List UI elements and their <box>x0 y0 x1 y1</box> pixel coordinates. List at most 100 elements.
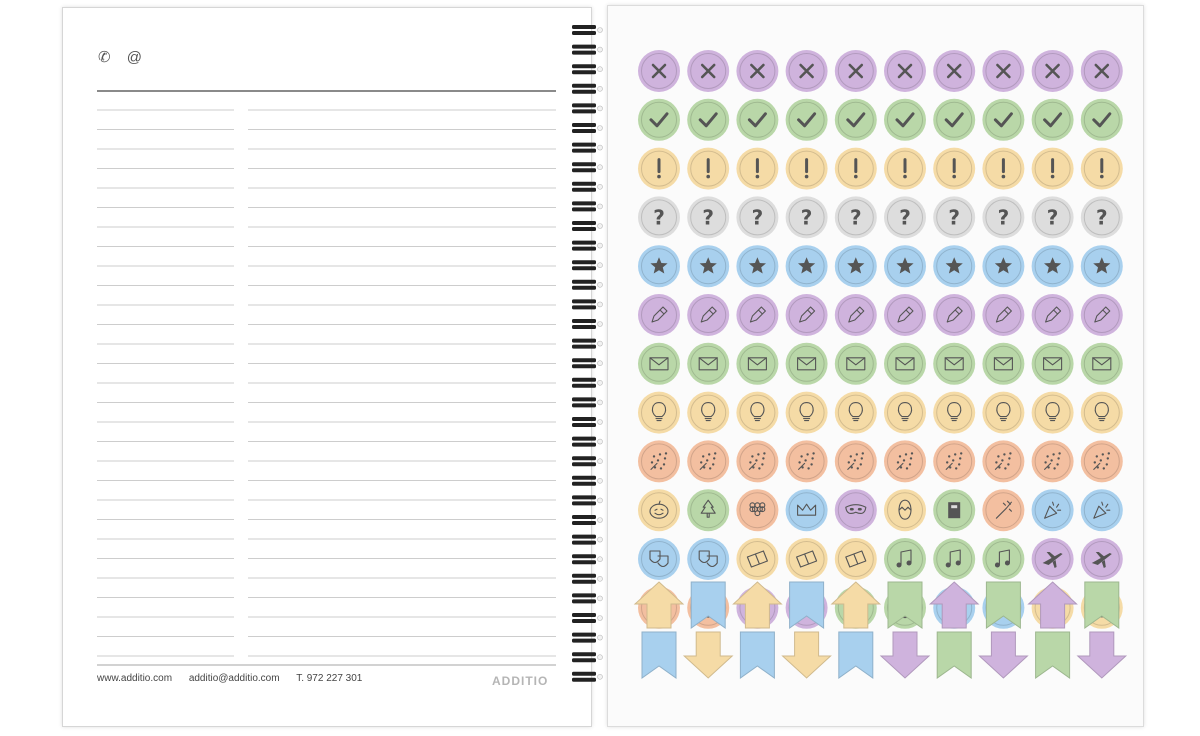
sticker-circle <box>1080 245 1123 288</box>
banner-flag <box>690 581 726 629</box>
exclamation-icon <box>903 158 907 179</box>
confetti-icon <box>1044 452 1061 470</box>
pencil-icon <box>1045 306 1062 323</box>
star-icon <box>798 257 816 274</box>
star-icon <box>699 257 717 274</box>
arrow-down-flag <box>781 631 832 679</box>
sticker-circle <box>933 147 976 190</box>
contact-icons: ✆ @ <box>98 48 148 66</box>
spiral-coil <box>572 593 603 604</box>
envelope-icon <box>1043 357 1063 371</box>
banner-flag <box>936 631 972 679</box>
sticker-circle <box>687 538 730 580</box>
sticker-circle <box>785 98 828 141</box>
sticker-circle <box>933 538 976 580</box>
sticker-circle <box>1080 391 1123 434</box>
sticker-circle <box>834 98 877 141</box>
question-icon: ? <box>653 205 665 229</box>
spiral-coil <box>572 417 603 427</box>
sticker-circle <box>736 391 779 434</box>
sticker-circle <box>834 245 877 288</box>
spiral-coil <box>572 123 603 133</box>
spiral-coil <box>572 358 603 369</box>
sticker-circle <box>884 342 926 385</box>
question-icon: ? <box>801 205 813 229</box>
sticker-circle <box>834 440 877 483</box>
theater-icon <box>698 550 718 568</box>
pencil-icon <box>848 306 865 323</box>
sticker-circle <box>687 440 730 483</box>
footer-website: www.additio.com <box>97 673 173 684</box>
sticker-circle <box>1031 440 1074 483</box>
sticker-circle <box>884 391 926 434</box>
sticker-circle <box>834 342 877 385</box>
check-icon <box>895 112 915 128</box>
svg-text:?: ? <box>1096 205 1108 229</box>
sticker-grid: ?????????? <box>638 50 1123 629</box>
sticker-circle <box>884 98 926 141</box>
confetti-icon <box>798 452 815 470</box>
sticker-circle <box>687 342 730 385</box>
sticker-circle <box>834 294 877 336</box>
sticker-circle: ? <box>1031 196 1074 239</box>
lightbulb-icon <box>651 402 667 422</box>
exclamation-icon <box>1001 158 1006 179</box>
svg-text:?: ? <box>653 205 665 229</box>
sticker-circle <box>785 294 828 336</box>
sticker-circle <box>785 440 828 483</box>
sticker-circle <box>982 440 1025 483</box>
spiral-coil <box>572 103 603 114</box>
sticker-circle <box>884 440 926 483</box>
x-icon <box>996 63 1011 79</box>
banner-flag <box>739 631 775 679</box>
plane-icon <box>1091 552 1112 568</box>
svg-text:?: ? <box>752 205 764 229</box>
svg-text:?: ? <box>702 205 714 229</box>
arrow-down-flag <box>682 631 734 679</box>
ticket-icon <box>746 550 768 568</box>
tree-icon <box>700 499 716 518</box>
x-icon <box>1094 63 1110 79</box>
sticker-circle <box>736 440 779 483</box>
spiral-coil <box>572 515 603 525</box>
spiral-coil <box>572 671 603 682</box>
spiral-coil <box>572 299 603 310</box>
spiral-coil <box>572 554 603 565</box>
sticker-circle <box>1031 342 1074 385</box>
pencil-icon <box>700 306 717 323</box>
sticker-circle <box>687 147 730 190</box>
star-icon <box>1093 257 1111 274</box>
pumpkin-icon <box>649 500 669 519</box>
spiral-coil <box>572 221 603 231</box>
star-icon <box>748 257 766 274</box>
sticker-circle <box>785 50 828 92</box>
svg-text:?: ? <box>948 205 960 229</box>
svg-text:?: ? <box>998 205 1010 229</box>
phone-icon: ✆ <box>98 49 117 66</box>
spiral-coil <box>572 613 603 623</box>
confetti-icon <box>1093 452 1111 470</box>
sticker-circle <box>933 98 976 141</box>
sticker-circle <box>1031 98 1074 141</box>
confetti-icon <box>896 452 914 470</box>
check-icon <box>1043 112 1063 128</box>
sticker-circle <box>687 50 730 92</box>
spiral-coil <box>572 64 603 75</box>
spiral-coil <box>572 319 603 329</box>
x-icon <box>1045 63 1060 79</box>
left-page-footer: www.additio.com additio@additio.com T. 9… <box>97 673 376 684</box>
sticker-circle <box>1031 294 1074 336</box>
ticket-icon <box>796 550 818 568</box>
pencil-icon <box>651 306 668 323</box>
firework-icon <box>995 500 1012 519</box>
sticker-circle <box>1031 147 1074 190</box>
spiral-coil <box>572 25 603 35</box>
spiral-coil <box>572 632 603 643</box>
question-icon: ? <box>899 205 911 229</box>
envelope-icon <box>698 357 718 371</box>
sticker-circle <box>982 98 1025 141</box>
envelope-icon <box>747 357 767 371</box>
sticker-circle <box>736 50 779 92</box>
sticker-circle <box>982 147 1025 190</box>
arrow-up-flag <box>1027 581 1078 629</box>
